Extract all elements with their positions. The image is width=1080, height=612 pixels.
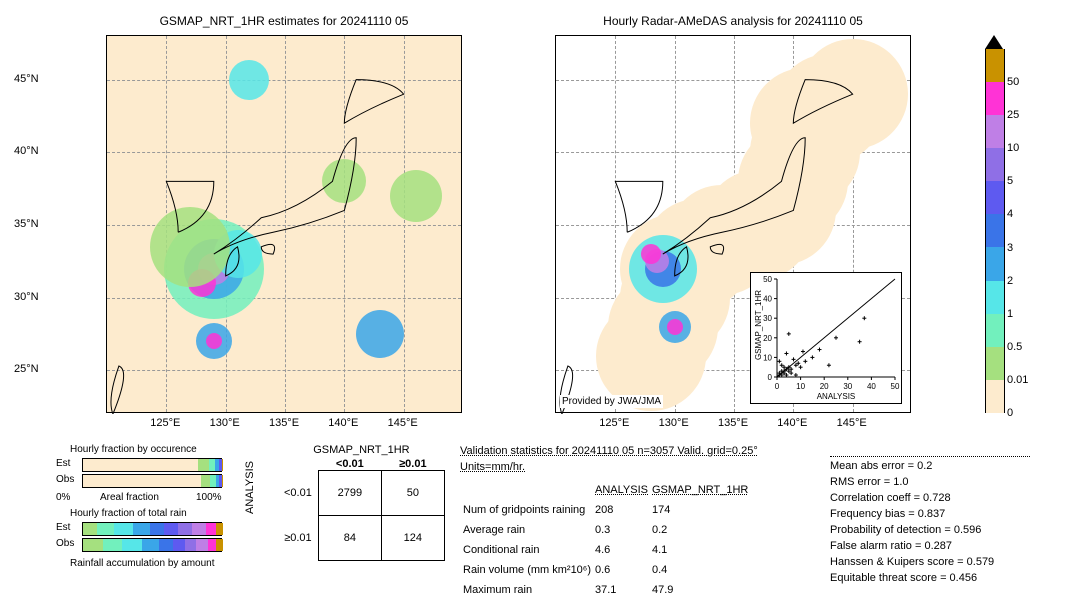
svg-text:50: 50 [891, 382, 900, 391]
contingency-row-header: ANALYSIS [244, 461, 256, 514]
validation-scores: Mean abs error = 0.2RMS error = 1.0Corre… [830, 456, 1030, 587]
svg-text:50: 50 [763, 275, 772, 284]
contingency-matrix: GSMAP_NRT_1HR ANALYSIS <0.01≥0.01<0.0127… [248, 444, 445, 561]
page-root: { "palette": { "levels":[0,0.01,0.5,1,2,… [0, 0, 1080, 612]
occurrence-bars: EstObs [82, 458, 222, 490]
svg-text:40: 40 [763, 295, 772, 304]
colorbar: 00.010.512345102550 [985, 35, 1005, 413]
validation-title: Validation statistics for 20241110 05 n=… [460, 444, 820, 476]
scatter-inset: 0 0 10 10 20 20 30 30 40 40 50 [750, 272, 902, 404]
totalrain-bars: EstObs [82, 522, 222, 554]
svg-text:10: 10 [763, 353, 772, 362]
occurrence-xmax: 100% [196, 492, 222, 503]
occurrence-xmin: 0% [56, 492, 70, 503]
validation-table: ANALYSISGSMAP_NRT_1HRNum of gridpoints r… [460, 480, 751, 602]
right-map: Provided by JWA/JMA 0 0 10 10 20 20 30 3… [555, 35, 911, 413]
svg-text:GSMAP_NRT_1HR: GSMAP_NRT_1HR [754, 290, 763, 360]
totalrain-title: Hourly fraction of total rain [70, 508, 187, 519]
left-map-title: GSMAP_NRT_1HR estimates for 20241110 05 [106, 14, 462, 28]
right-map-title: Hourly Radar-AMeDAS analysis for 2024111… [555, 14, 911, 28]
svg-text:ANALYSIS: ANALYSIS [817, 392, 856, 401]
provider-label: Provided by JWA/JMA [560, 395, 663, 408]
svg-text:0: 0 [775, 382, 780, 391]
svg-text:30: 30 [843, 382, 852, 391]
occurrence-title: Hourly fraction by occurence [70, 444, 197, 455]
occurrence-xlabel: Areal fraction [100, 492, 159, 503]
svg-text:0: 0 [768, 373, 773, 382]
contingency-col-header: GSMAP_NRT_1HR [278, 444, 445, 456]
svg-text:20: 20 [820, 382, 829, 391]
svg-text:40: 40 [867, 382, 876, 391]
totalrain-footer: Rainfall accumulation by amount [70, 558, 215, 569]
svg-text:20: 20 [763, 334, 772, 343]
svg-text:30: 30 [763, 314, 772, 323]
contingency-table: <0.01≥0.01<0.01279950≥0.0184124 [278, 458, 445, 561]
svg-text:10: 10 [796, 382, 805, 391]
validation-block: Validation statistics for 20241110 05 n=… [460, 444, 820, 602]
